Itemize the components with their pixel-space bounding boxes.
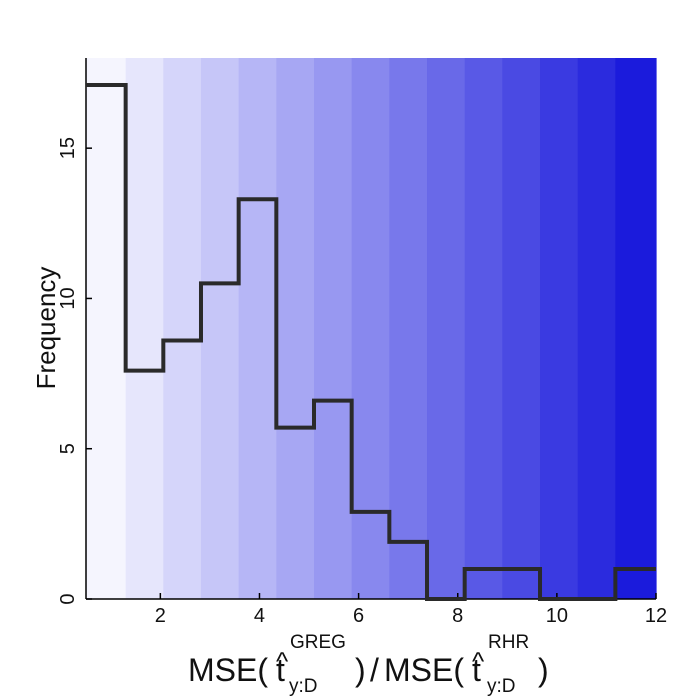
- x-label-rhs-sup: RHR: [488, 632, 529, 653]
- y-tick-label: 0: [57, 593, 79, 604]
- y-tick-label: 10: [57, 287, 79, 309]
- tick-labels: 2 4 6 8 10 12 0 5 10 15: [57, 137, 667, 627]
- x-axis-title: MSE( ^ t GREG y:D ) / MSE( ^ t RHR y:D ): [188, 632, 549, 697]
- x-label-rhs-func: MSE(: [384, 652, 464, 688]
- x-tick-label: 12: [645, 605, 667, 627]
- color-bands: [86, 58, 657, 599]
- color-band: [577, 58, 616, 599]
- color-band: [540, 58, 579, 599]
- y-axis-title: Frequency: [31, 267, 61, 390]
- x-label-lhs-close: ): [355, 652, 366, 688]
- x-label-lhs-func: MSE(: [188, 652, 268, 688]
- y-tick-label: 15: [57, 137, 79, 159]
- color-band: [276, 58, 315, 599]
- x-label-lhs-sub: y:D: [289, 676, 318, 697]
- color-band: [163, 58, 202, 599]
- x-tick-label: 6: [353, 605, 364, 627]
- x-tick-label: 8: [452, 605, 463, 627]
- x-tick-label: 10: [546, 605, 568, 627]
- x-label-rhs-close: ): [538, 652, 549, 688]
- color-band: [389, 58, 428, 599]
- y-tick-label: 5: [57, 443, 79, 454]
- color-band: [200, 58, 240, 599]
- x-label-lhs-sup: GREG: [290, 632, 346, 653]
- histogram-outline: [86, 83, 656, 601]
- x-tick-label: 4: [254, 605, 265, 627]
- color-band: [464, 58, 503, 599]
- color-band: [427, 58, 466, 599]
- x-label-divider: /: [370, 652, 379, 688]
- color-band: [502, 58, 541, 599]
- x-tick-label: 2: [155, 605, 166, 627]
- color-band: [86, 58, 127, 599]
- x-label-rhs-sub: y:D: [487, 676, 516, 697]
- color-band: [238, 58, 277, 599]
- color-band: [351, 58, 390, 599]
- x-label-lhs-var: t: [276, 652, 285, 688]
- x-label-rhs-var: t: [472, 652, 481, 688]
- x-label-rhs-hat: ^: [472, 646, 485, 676]
- color-band: [314, 58, 353, 599]
- color-band: [615, 58, 657, 599]
- color-band: [125, 58, 164, 599]
- x-label-lhs-hat: ^: [276, 646, 289, 676]
